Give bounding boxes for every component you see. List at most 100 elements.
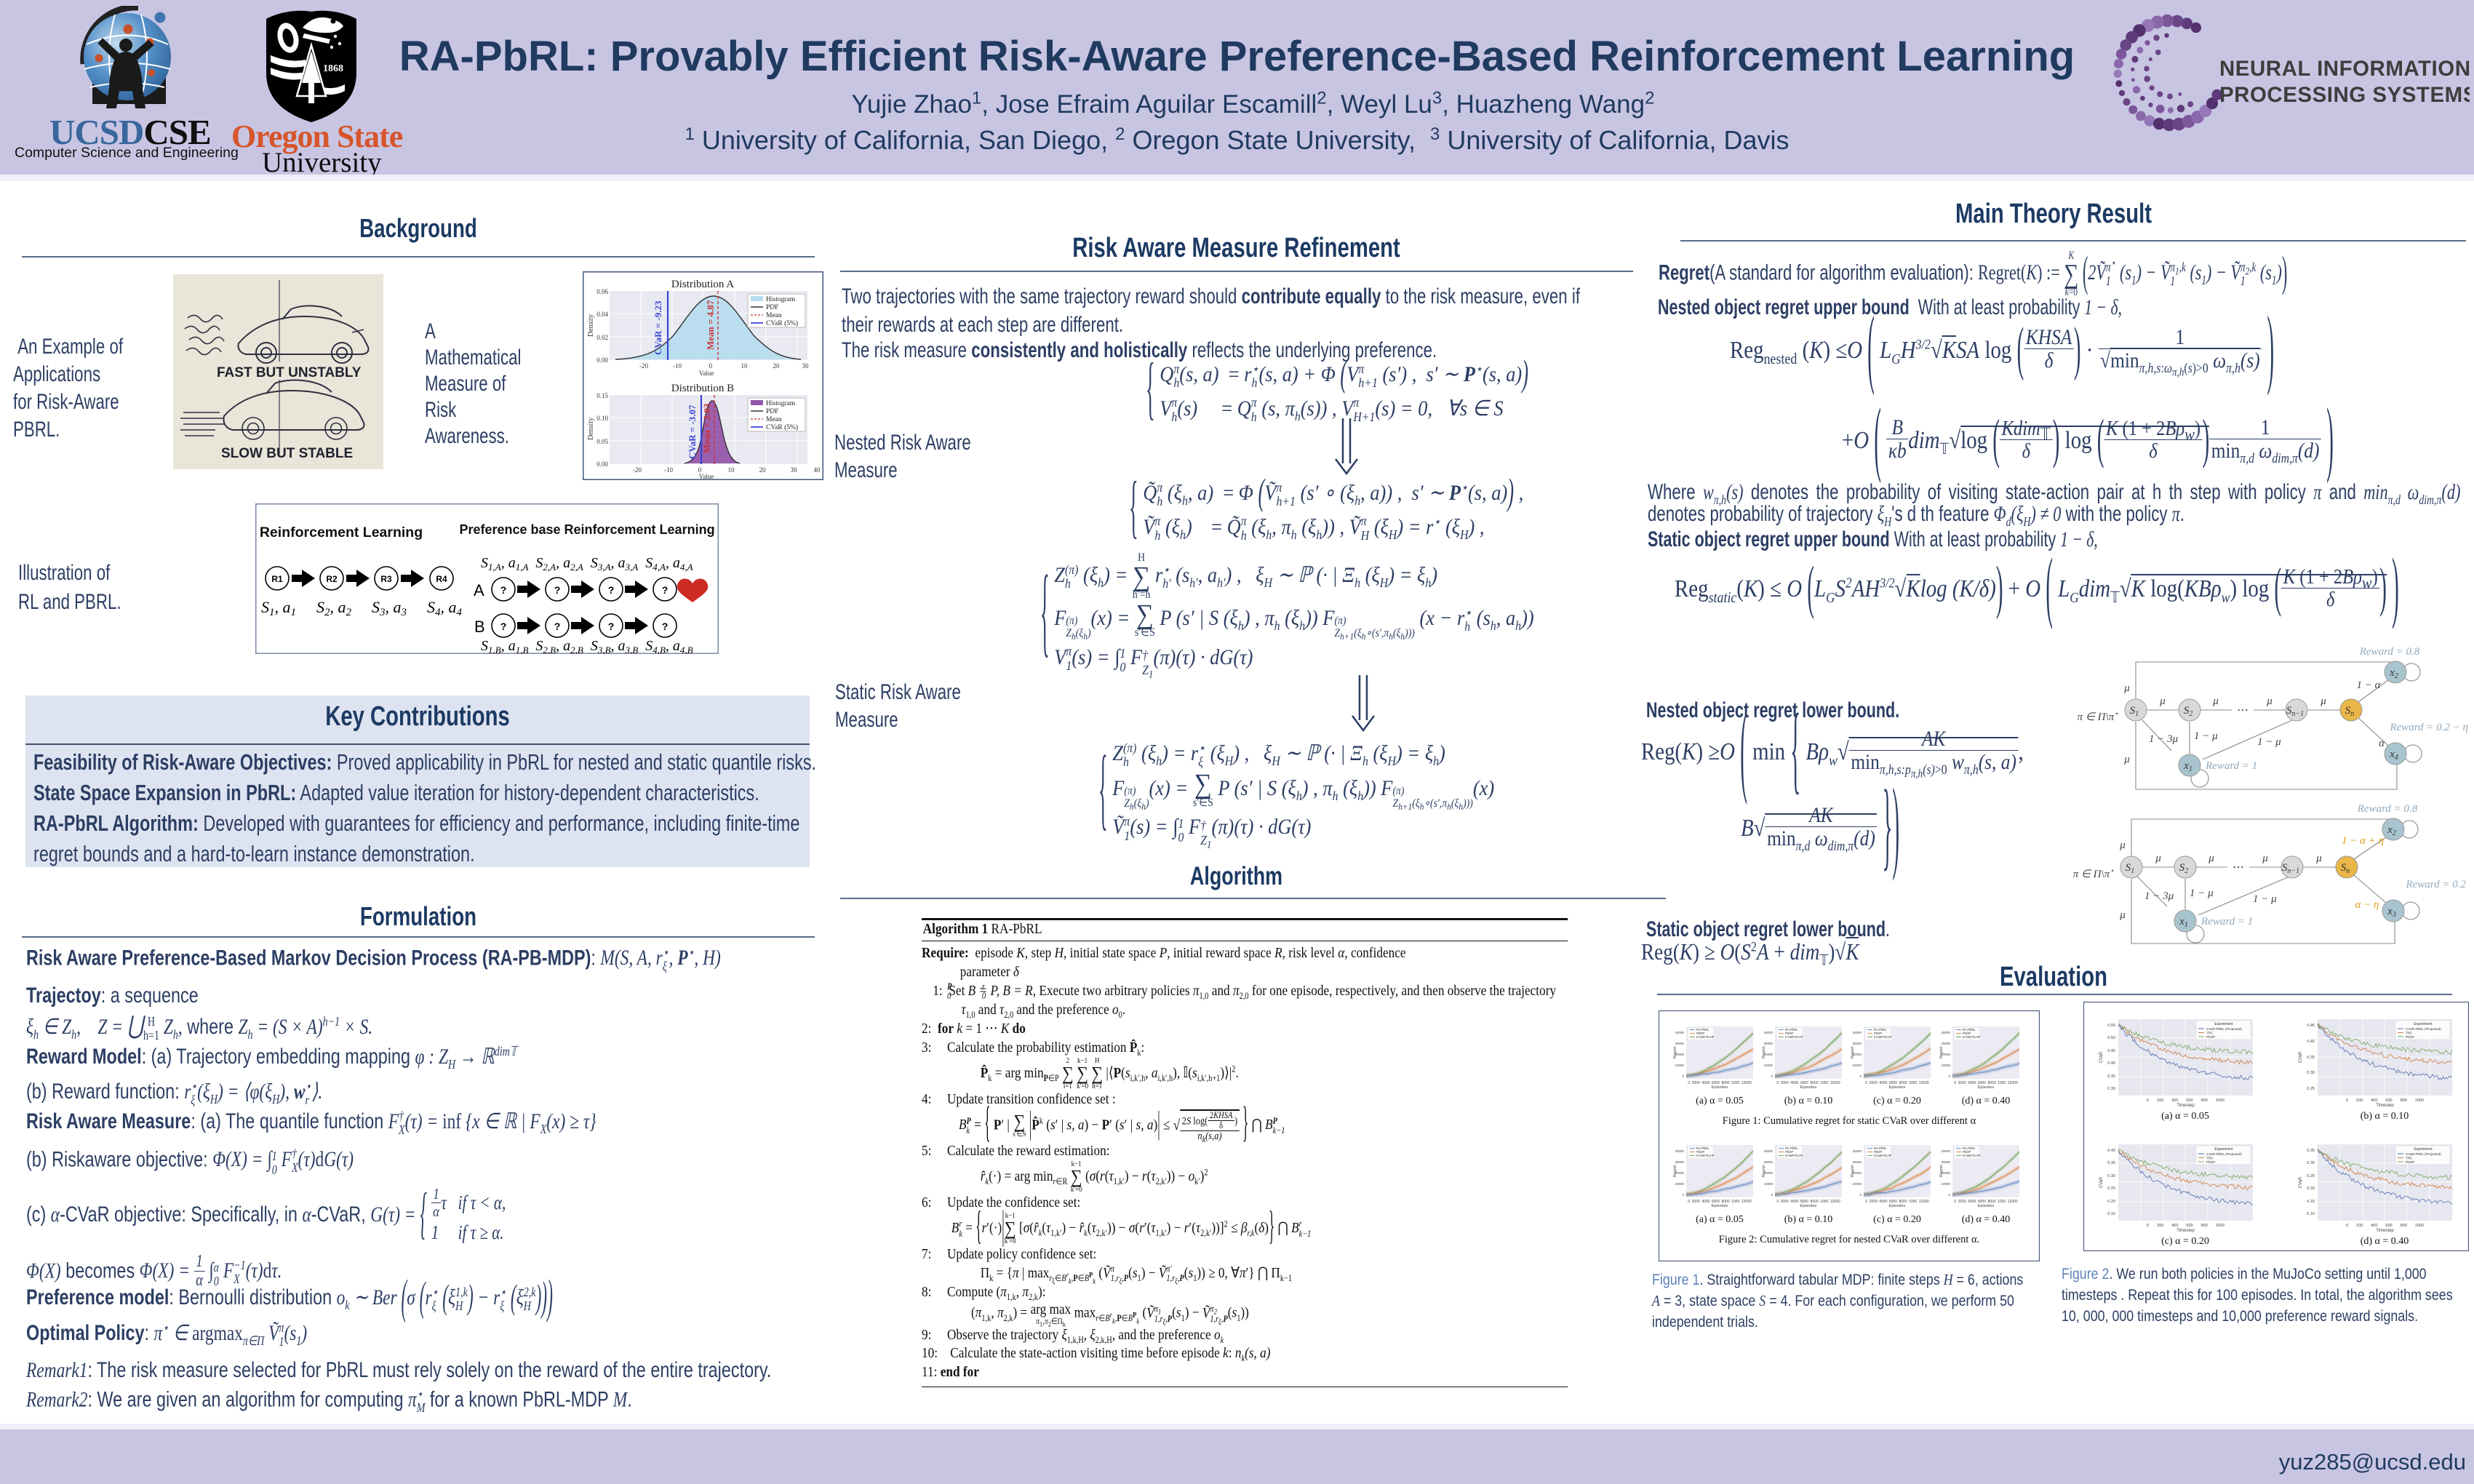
- svg-text:Density: Density: [587, 418, 595, 440]
- svg-text:20000: 20000: [1763, 1171, 1773, 1175]
- svg-text:(b) α = 0.10: (b) α = 0.10: [1784, 1096, 1833, 1106]
- svg-text:0 2000 4000 6000 8000 1000 120: 0 2000 4000 6000 8000 1000 12000: [1688, 1200, 1752, 1204]
- svg-text:ICVaR-RLHF: ICVaR-RLHF: [1785, 1154, 1803, 1157]
- svg-text:S1, a1: S1, a1: [261, 598, 296, 618]
- svg-text:40000: 40000: [1852, 1149, 1862, 1153]
- svg-text:μ: μ: [2262, 853, 2268, 864]
- svg-text:0: 0: [1859, 1074, 1862, 1078]
- svg-text:0.45: 0.45: [2307, 1024, 2315, 1028]
- svg-text:-20: -20: [639, 362, 648, 370]
- svg-text:0.35: 0.35: [2307, 1056, 2315, 1060]
- svg-text:ICVaR-RLHF: ICVaR-RLHF: [1785, 1035, 1803, 1039]
- svg-text:PbOP: PbOP: [1874, 1150, 1882, 1154]
- svg-text:S3, a3: S3, a3: [372, 598, 407, 618]
- svg-text:Episodes: Episodes: [1800, 1085, 1817, 1090]
- svg-text:0.15: 0.15: [596, 392, 608, 399]
- svg-text:TRC: TRC: [2206, 1156, 2214, 1160]
- svg-text:1 − α + η: 1 − α + η: [2342, 835, 2384, 847]
- svg-text:1 − 3μ: 1 − 3μ: [2144, 890, 2174, 902]
- svg-text:0: 0: [1682, 1193, 1684, 1197]
- svg-text:⋯: ⋯: [2237, 704, 2248, 717]
- svg-text:(c) α = 0.20: (c) α = 0.20: [1873, 1214, 1921, 1225]
- svg-text:CVaR = -9.23: CVaR = -9.23: [653, 300, 663, 355]
- svg-text:RA-PbRL: RA-PbRL: [1696, 1028, 1709, 1032]
- svg-text:0.30: 0.30: [2307, 1071, 2315, 1075]
- svg-text:Value: Value: [699, 370, 714, 377]
- svg-text:-10: -10: [673, 362, 682, 370]
- svg-text:1 − μ: 1 − μ: [2194, 730, 2218, 742]
- svg-text:0.05: 0.05: [596, 438, 608, 445]
- svg-text:0.40: 0.40: [2107, 1061, 2115, 1066]
- svg-text:1 − μ: 1 − μ: [2257, 736, 2281, 748]
- svg-text:RA-PbRL: RA-PbRL: [1963, 1028, 1976, 1032]
- svg-text:PbOP: PbOP: [1785, 1032, 1793, 1035]
- svg-text:20000: 20000: [1941, 1171, 1950, 1175]
- svg-text:RA-PbRL: RA-PbRL: [1696, 1146, 1709, 1150]
- svg-text:Reward = 0.8: Reward = 0.8: [2357, 803, 2418, 815]
- svg-text:μ: μ: [2266, 695, 2273, 707]
- svg-text:μ: μ: [2123, 682, 2130, 694]
- svg-text:Regret: Regret: [1939, 1046, 1944, 1058]
- svg-text:20: 20: [773, 362, 781, 370]
- svg-text:0 2000 4000 6000 8000 1000 120: 0 2000 4000 6000 8000 1000 12000: [1954, 1200, 2018, 1204]
- svg-text:Reward = 0.2: Reward = 0.2: [2406, 879, 2467, 890]
- svg-text:R3: R3: [380, 574, 392, 584]
- svg-text:A: A: [474, 581, 484, 599]
- svg-text:30000: 30000: [1852, 1042, 1862, 1045]
- svg-text:30000: 30000: [1941, 1042, 1950, 1045]
- svg-text:20000: 20000: [1852, 1053, 1862, 1056]
- svg-text:(b) α = 0.10: (b) α = 0.10: [1784, 1214, 1833, 1225]
- svg-text:-20: -20: [633, 466, 642, 474]
- svg-text:30000: 30000: [1941, 1160, 1950, 1164]
- svg-text:0.15: 0.15: [2307, 1200, 2315, 1204]
- svg-text:CVaR = -3.07: CVaR = -3.07: [687, 404, 698, 459]
- svg-text:0.30: 0.30: [2107, 1174, 2115, 1178]
- svg-text:20000: 20000: [1675, 1171, 1684, 1175]
- svg-text:CVaR-PbRL (Proposed): CVaR-PbRL (Proposed): [2206, 1027, 2242, 1031]
- svg-text:0: 0: [1948, 1074, 1950, 1078]
- svg-text:10000: 10000: [1675, 1182, 1684, 1186]
- svg-text:PbOP: PbOP: [1785, 1150, 1793, 1154]
- svg-text:30000: 30000: [1763, 1160, 1773, 1164]
- svg-text:TRC: TRC: [2406, 1156, 2413, 1160]
- svg-text:0.15: 0.15: [2107, 1212, 2115, 1216]
- svg-text:CVaR: CVaR: [2299, 1051, 2303, 1063]
- svg-text:Experiment: Experiment: [2214, 1147, 2233, 1152]
- svg-text:Mean: Mean: [766, 312, 782, 319]
- svg-text:10000: 10000: [1852, 1064, 1862, 1067]
- svg-text:NEURAL INFORMATION: NEURAL INFORMATION: [2219, 57, 2470, 81]
- svg-text:Reward = 1: Reward = 1: [2200, 916, 2253, 928]
- svg-text:(a) α = 0.05: (a) α = 0.05: [1696, 1214, 1744, 1225]
- svg-text:RA-PbRL: RA-PbRL: [1785, 1028, 1798, 1032]
- svg-text:Reward = 1: Reward = 1: [2205, 760, 2257, 772]
- svg-text:1 − μ: 1 − μ: [2253, 893, 2277, 905]
- svg-text:Figure 2: Cumulative regret fo: Figure 2: Cumulative regret for nested C…: [1719, 1234, 1979, 1245]
- svg-text:0: 0: [1682, 1074, 1684, 1078]
- svg-text:40000: 40000: [1675, 1031, 1684, 1034]
- svg-text:30: 30: [791, 466, 798, 474]
- svg-text:1868: 1868: [323, 63, 343, 74]
- svg-text:0 200 400 600 800 1000: 0 200 400 600 800 1000: [2346, 1224, 2424, 1228]
- svg-text:μ: μ: [2208, 853, 2214, 864]
- svg-text:0: 0: [709, 362, 713, 370]
- svg-text:PbOP: PbOP: [2206, 1035, 2215, 1039]
- svg-text:CVaR-PbRL (Proposed): CVaR-PbRL (Proposed): [2406, 1027, 2441, 1031]
- svg-text:Experiment: Experiment: [2414, 1022, 2433, 1026]
- svg-text:R4: R4: [436, 574, 447, 584]
- svg-text:CVaR: CVaR: [2099, 1176, 2104, 1188]
- svg-text:20000: 20000: [1763, 1053, 1773, 1056]
- svg-text:0.25: 0.25: [2307, 1174, 2315, 1178]
- svg-text:ICVaR-RLHF: ICVaR-RLHF: [1963, 1035, 1981, 1039]
- svg-text:0.20: 0.20: [2307, 1186, 2315, 1191]
- svg-text:0: 0: [698, 466, 702, 474]
- svg-text:(a) α = 0.05: (a) α = 0.05: [2161, 1111, 2209, 1122]
- svg-text:Reinforcement Learning: Reinforcement Learning: [260, 524, 423, 540]
- svg-text:Reward = 0.2 − η: Reward = 0.2 − η: [2389, 722, 2468, 733]
- svg-text:μ: μ: [2123, 754, 2130, 765]
- svg-text:Regret: Regret: [1851, 1046, 1855, 1058]
- svg-text:SLOW BUT STABLE: SLOW BUT STABLE: [221, 446, 353, 461]
- svg-text:Mean = 4.87: Mean = 4.87: [705, 300, 716, 350]
- svg-text:10000: 10000: [1763, 1064, 1773, 1067]
- svg-text:0.04: 0.04: [596, 311, 608, 318]
- svg-text:0.25: 0.25: [2307, 1087, 2315, 1091]
